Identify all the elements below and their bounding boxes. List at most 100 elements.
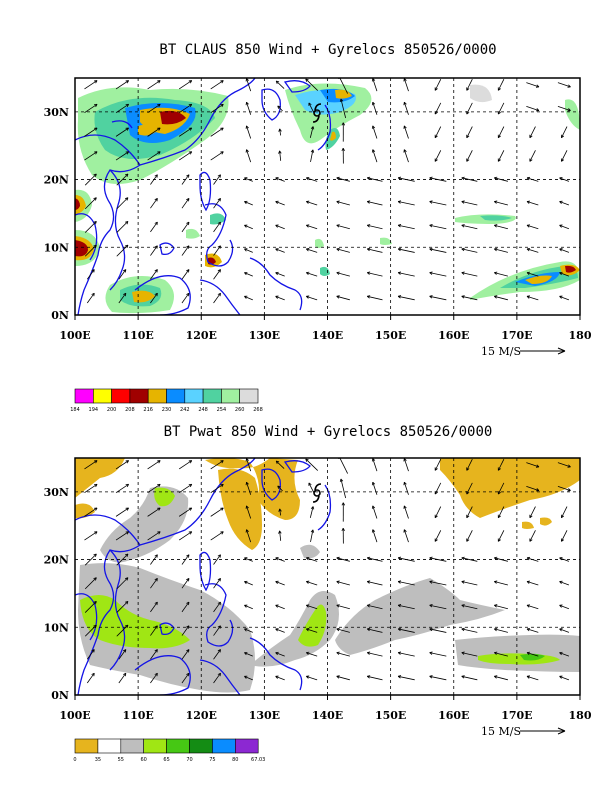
wind-vector-arrow <box>461 200 478 206</box>
x-tick-label: 120E <box>186 329 217 342</box>
wind-vector-arrow <box>336 295 350 301</box>
wind-vector-arrow <box>371 101 378 115</box>
colorbar-swatch <box>97 738 122 754</box>
wind-vector-arrow <box>275 295 285 301</box>
wind-vector-arrow <box>244 557 253 562</box>
wind-vector-arrow <box>497 482 505 495</box>
wind-vector-arrow <box>461 295 478 301</box>
wind-vector-arrow <box>244 580 253 586</box>
wind-vector-arrow <box>526 176 539 182</box>
wind-vector-arrow <box>181 292 190 304</box>
wind-vector-arrow <box>147 151 161 161</box>
wind-vector-arrow <box>497 102 505 115</box>
colorbar-label: 216 <box>143 407 153 413</box>
wind-vector-arrow <box>397 200 415 206</box>
wind-vector-arrow <box>434 482 442 495</box>
wind-vector-arrow <box>336 580 350 586</box>
wind-vector-arrow <box>366 627 383 633</box>
wind-vector-arrow <box>244 604 253 610</box>
wind-vector-arrow <box>306 248 318 253</box>
colorbar-swatch <box>143 738 167 754</box>
wind-vector-arrow <box>306 651 318 657</box>
wind-vector-arrow <box>210 151 224 161</box>
wind-vector-arrow <box>429 675 447 681</box>
colorbar-swatch <box>235 738 259 754</box>
wind-vector-arrow <box>84 600 97 613</box>
wind-vector-arrow <box>366 247 383 253</box>
wind-vector-arrow <box>181 601 190 613</box>
wind-vector-arrow <box>366 675 383 681</box>
coastlines-top <box>75 78 332 315</box>
colorbar-swatch <box>74 738 99 754</box>
wind-vector-arrow <box>86 269 95 280</box>
wind-vector-arrow <box>84 460 98 470</box>
wind-vector-arrow <box>150 672 158 684</box>
y-tick-label: 10N <box>44 241 69 254</box>
wind-vector-arrow <box>181 554 190 565</box>
wind-vector-arrow <box>429 627 447 633</box>
wind-vector-arrow <box>339 478 347 499</box>
cloud-cluster-west-edge <box>75 189 100 266</box>
wind-vector-arrow <box>560 506 568 519</box>
wind-vector-arrow <box>150 174 158 185</box>
wind-vector-arrow <box>397 675 415 681</box>
wind-vector-arrow <box>461 604 478 610</box>
wind-vector-arrow <box>559 628 570 633</box>
wind-vector-arrow <box>403 125 409 139</box>
wind-vector-arrow <box>466 78 473 91</box>
wind-vector-arrow <box>461 176 478 182</box>
wind-vector-arrow <box>497 150 505 162</box>
x-tick-label: 180 <box>569 709 592 722</box>
wind-vector-arrow <box>497 458 505 471</box>
wind-vector-arrow <box>147 103 161 114</box>
wind-vector-arrow <box>494 224 508 230</box>
wind-vector-arrow <box>466 530 473 542</box>
wind-vector-arrow <box>181 649 190 660</box>
wind-vector-arrow <box>429 247 447 253</box>
wind-vector-arrow <box>526 628 539 633</box>
colorbar-label: 70 <box>186 757 192 763</box>
wind-vector-arrow <box>277 105 283 112</box>
wind-vector-arrow <box>557 82 571 88</box>
wind-vector-arrow <box>397 580 415 586</box>
wind-vector-arrow <box>494 556 508 562</box>
wind-vector-arrow <box>147 127 161 137</box>
wind-vector-arrow <box>275 177 285 182</box>
wind-vector-arrow <box>213 198 221 209</box>
colorbar-label: 0 <box>73 757 76 763</box>
wind-vector-arrow <box>526 295 539 301</box>
wind-vector-arrow <box>213 292 221 304</box>
wind-vector-arrow <box>336 604 350 610</box>
wind-vector-arrow <box>275 675 285 681</box>
colorbar-swatch <box>74 388 94 404</box>
wind-vector-arrow <box>526 462 540 468</box>
y-axis-labels-bottom: 0N 10N 20N 30N <box>44 486 69 702</box>
wind-vector-arrow <box>526 485 540 492</box>
wind-vector-arrow <box>244 224 253 230</box>
wind-vector-arrow <box>429 176 447 182</box>
colorbar-swatch <box>239 388 259 404</box>
wind-vector-arrow <box>210 103 224 114</box>
wind-vector-arrow <box>213 625 221 636</box>
wind-vector-arrow <box>339 98 347 119</box>
wind-vector-arrow <box>559 295 570 301</box>
wind-vector-arrow <box>275 224 285 230</box>
wind-vector-arrow <box>366 271 383 277</box>
wind-vector-arrow <box>150 198 158 209</box>
wind-vector-arrow <box>461 627 478 633</box>
wind-vector-arrow <box>115 151 129 161</box>
wind-vector-arrow <box>275 557 285 562</box>
wind-vector-arrow <box>434 506 442 519</box>
wind-vector-arrow <box>466 506 473 519</box>
wind-vector-arrow <box>178 507 193 517</box>
wind-vector-arrow <box>306 295 318 301</box>
wind-vector-arrow <box>366 224 383 230</box>
wind-vector-arrow <box>181 245 190 256</box>
wind-vector-arrow <box>275 200 285 206</box>
wind-vector-arrow <box>213 221 221 233</box>
wind-vector-arrow <box>466 482 473 495</box>
wind-vector-arrow <box>559 580 570 586</box>
colorbar-swatch <box>129 388 149 404</box>
wind-vector-arrow <box>306 176 318 182</box>
x-axis-labels-top: 100E 110E 120E 130E 140E 150E 160E 170E 180 <box>59 315 592 342</box>
